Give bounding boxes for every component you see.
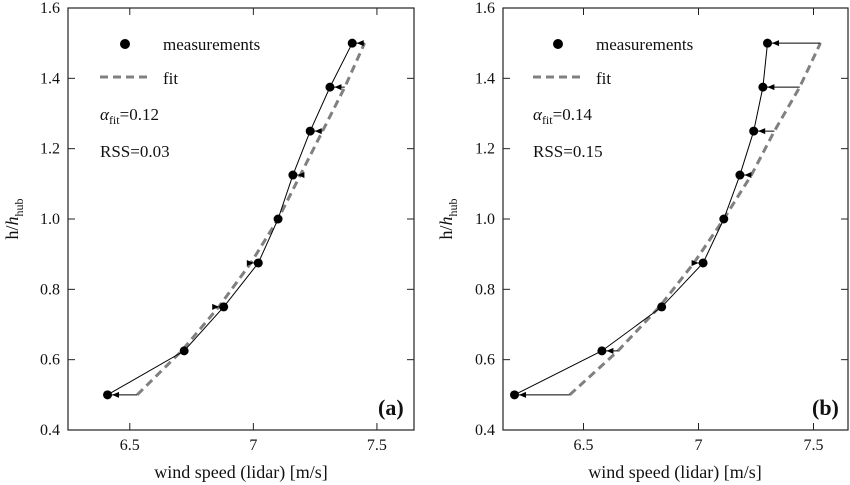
panel-b-y-axis-label: h/hhub — [436, 198, 460, 239]
legend-fit-label: fit — [163, 69, 178, 88]
y-tick-label: 0.4 — [475, 422, 495, 439]
y-tick-label: 0.8 — [40, 281, 60, 298]
residual-arrow-head — [606, 347, 614, 354]
legend-measurements-label: measurements — [163, 35, 260, 54]
x-tick-label: 7.5 — [367, 437, 387, 454]
y-tick-label: 1.2 — [475, 141, 495, 158]
panel-b-arrows-layer — [514, 40, 821, 398]
y-tick-label: 0.8 — [475, 281, 495, 298]
panel-b-alpha-annotation: αfit=0.14 — [533, 105, 592, 127]
panel-b-legend: measurements fit αfit=0.14 RSS=0.15 — [533, 35, 693, 161]
y-tick-label: 1.0 — [475, 211, 495, 228]
measurements-series-line — [514, 43, 768, 396]
y-tick-label: 1.4 — [475, 70, 495, 87]
panel-a-y-ticks: 0.4 0.6 0.8 1.0 1.2 1.4 1.6 — [40, 0, 414, 439]
panel-b: 6.5 7 7.5 0.4 0.6 0.8 1.0 1.2 1.4 1.6 measuremen… — [436, 0, 849, 483]
y-tick-label: 1.4 — [40, 70, 60, 87]
measurements-series-line — [107, 42, 353, 396]
y-tick-label: 0.6 — [40, 352, 60, 369]
x-tick-label: 7.5 — [804, 437, 824, 454]
panel-a-measurements-layer — [103, 38, 357, 400]
panel-b-measurements-layer — [510, 38, 772, 400]
residual-arrow-head — [297, 172, 305, 179]
panel-a-legend: measurements fit αfit=0.12 RSS=0.03 — [100, 35, 260, 161]
y-tick-label: 0.4 — [40, 422, 60, 439]
residual-arrow-head — [758, 128, 766, 135]
residual-arrow-head — [744, 172, 752, 179]
panel-a-y-axis-label: h/hhub — [2, 198, 26, 239]
residual-arrow-head — [519, 391, 526, 398]
residual-arrow-head — [212, 303, 220, 310]
x-tick-label: 7 — [695, 437, 703, 454]
fit-series-line — [568, 42, 822, 396]
panel-b-rss-annotation: RSS=0.15 — [533, 142, 603, 161]
y-tick-label: 1.0 — [40, 211, 60, 228]
x-tick-label: 6.5 — [574, 437, 594, 454]
residual-arrow-head — [334, 84, 342, 91]
residual-arrow-head — [767, 84, 775, 91]
panel-a-rss-annotation: RSS=0.03 — [100, 142, 170, 161]
panel-b-x-ticks: 6.5 7 7.5 — [574, 8, 824, 454]
fit-series-line — [136, 42, 366, 396]
legend-measurements-marker — [553, 39, 563, 49]
residual-arrow-head — [246, 259, 254, 266]
y-tick-label: 1.6 — [475, 0, 495, 17]
y-tick-label: 0.6 — [475, 352, 495, 369]
residual-arrow-head — [356, 40, 364, 47]
y-tick-label: 1.2 — [40, 141, 60, 158]
panel-b-fit-layer — [568, 42, 822, 396]
measurement-point — [719, 214, 729, 224]
residual-arrow-head — [691, 259, 699, 266]
panel-a-tag: (a) — [378, 395, 404, 420]
residual-arrow-head — [112, 391, 120, 398]
residual-arrow-head — [314, 128, 322, 135]
panel-a-alpha-annotation: αfit=0.12 — [100, 105, 159, 127]
legend-measurements-marker — [120, 39, 130, 49]
panel-a: 6.5 7 7.5 0.4 0.6 0.8 1.0 1.2 1.4 1.6 measuremen… — [2, 0, 415, 483]
measurement-point — [273, 214, 283, 224]
legend-measurements-label: measurements — [596, 35, 693, 54]
y-tick-label: 1.6 — [40, 0, 60, 17]
legend-fit-label: fit — [596, 69, 611, 88]
x-tick-label: 6.5 — [120, 437, 140, 454]
panel-a-arrows-layer — [107, 40, 365, 398]
measurement-point — [657, 302, 667, 312]
residual-arrow-head — [772, 40, 779, 47]
panel-b-tag: (b) — [812, 395, 839, 420]
panel-a-x-axis-label: wind speed (lidar) [m/s] — [154, 462, 327, 483]
x-tick-label: 7 — [249, 437, 257, 454]
panel-b-y-ticks: 0.4 0.6 0.8 1.0 1.2 1.4 1.6 — [475, 0, 848, 439]
panel-a-x-ticks: 6.5 7 7.5 — [120, 8, 387, 454]
panel-a-fit-layer — [136, 42, 366, 396]
panel-a-plot-frame — [67, 7, 415, 431]
measurement-point — [179, 346, 189, 356]
panel-b-plot-frame — [502, 7, 849, 431]
panel-b-x-axis-label: wind speed (lidar) [m/s] — [588, 462, 761, 483]
